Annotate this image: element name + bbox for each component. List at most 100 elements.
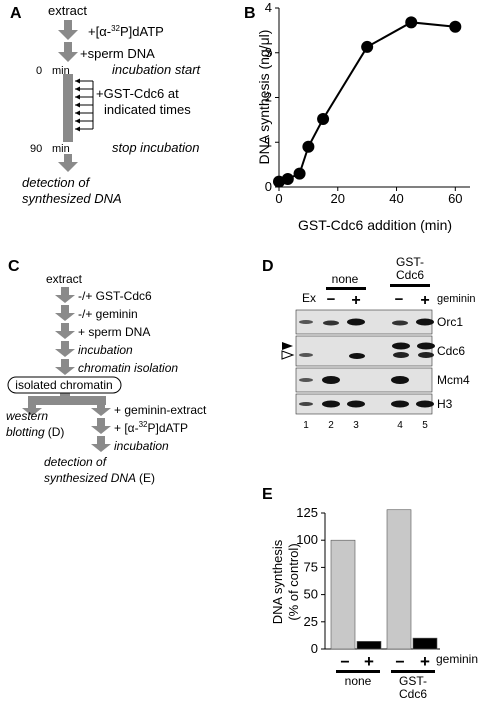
a-arrow-3 <box>58 154 78 172</box>
c-geminin: -/+ geminin <box>78 307 138 321</box>
b-point <box>449 20 462 33</box>
band <box>416 318 434 326</box>
c-chromatin-isolation: chromatin isolation <box>78 361 178 375</box>
band <box>323 320 339 326</box>
band <box>299 320 313 324</box>
b-y-tick-label: 3 <box>265 45 272 60</box>
d-lane-2: 2 <box>328 420 334 431</box>
a-incubation-start: incubation start <box>112 62 202 77</box>
band <box>322 376 340 384</box>
b-points <box>273 16 462 188</box>
band <box>299 353 313 357</box>
b-ylabel: DNA synthesis (ng/μl) <box>256 30 272 165</box>
b-xlabel: GST-Cdc6 addition (min) <box>298 217 452 233</box>
d-lane-5: 5 <box>422 420 428 431</box>
band <box>391 400 409 408</box>
b-y-tick-label: 4 <box>265 0 272 15</box>
panel-label-b: B <box>244 5 256 22</box>
a-sperm: +sperm DNA <box>80 46 155 61</box>
panel-b: B 0 20 40 60 0 1 2 3 4 DNA synthesis (ng/μl) GST… <box>244 0 470 233</box>
blot-cdc6 <box>295 335 433 367</box>
a-cdc6-add-1: +GST-Cdc6 at <box>96 86 179 101</box>
band <box>347 400 365 408</box>
e-group-bar-1 <box>336 670 380 673</box>
a-incubation-bar <box>63 74 73 142</box>
e-minus-2: − <box>395 654 404 671</box>
e-group-2-2: Cdc6 <box>399 687 427 701</box>
d-minus-1: − <box>327 291 336 308</box>
band <box>391 376 409 384</box>
b-point <box>302 140 315 153</box>
d-blot-label-cdc6: Cdc6 <box>437 344 465 358</box>
e-ylabel-1: DNA synthesis <box>270 539 285 624</box>
e-minus-1: − <box>340 654 349 671</box>
d-gst-1: GST- <box>396 255 424 269</box>
e-y-tick-label: 75 <box>304 559 318 574</box>
b-y-tick-label: 1 <box>265 134 272 149</box>
d-none-bar <box>326 287 366 290</box>
e-plus-2: + <box>420 652 430 671</box>
d-plus-1: + <box>351 292 360 309</box>
d-marker-open <box>281 350 295 360</box>
c-western-2: blotting (D) <box>6 425 64 439</box>
a-arrow-1 <box>58 20 78 40</box>
band <box>349 353 365 359</box>
c-western-1: western <box>6 409 48 423</box>
band <box>393 352 409 358</box>
d-none: none <box>332 272 359 286</box>
c-cdc6: -/+ GST-Cdc6 <box>78 289 152 303</box>
c-isolated-box <box>7 376 122 394</box>
c-arrows <box>22 287 111 452</box>
e-geminin: geminin <box>436 652 478 666</box>
blot-mcm4 <box>295 367 433 393</box>
e-y-tick-label: 125 <box>296 505 318 520</box>
c-detection-2: synthesized DNA (E) <box>44 471 155 485</box>
b-point <box>405 16 418 29</box>
d-ex: Ex <box>302 291 316 305</box>
panel-e: E 0 25 50 75 100 125 DNA synthesis (% of cont… <box>262 486 478 701</box>
e-y-tick-label: 50 <box>304 587 318 602</box>
band <box>417 342 435 350</box>
band <box>299 378 313 382</box>
e-y-tick-label: 0 <box>311 641 318 656</box>
c-detection-1: detection of <box>44 455 108 469</box>
b-y-tick-label: 2 <box>265 90 272 105</box>
a-addition-bracket <box>75 78 94 132</box>
c-extract: extract <box>46 272 83 286</box>
a-t0: 0 <box>36 65 42 77</box>
b-point <box>317 112 330 125</box>
band <box>299 402 313 406</box>
b-axes <box>278 8 470 188</box>
d-gst-bar <box>390 284 430 287</box>
a-datp: +[α-32P]dATP <box>88 24 164 39</box>
a-extract: extract <box>48 3 87 18</box>
d-blots <box>295 309 435 415</box>
d-minus-2: − <box>395 291 404 308</box>
d-gst-2: Cdc6 <box>396 268 424 282</box>
e-ticks: 0 25 50 75 100 125 <box>296 505 325 656</box>
e-plus-1: + <box>364 652 374 671</box>
e-bars <box>330 509 438 650</box>
b-x-tick-label: 0 <box>275 191 282 206</box>
a-detection-1: detection of <box>22 175 91 190</box>
a-min2: min <box>52 143 70 155</box>
panel-a: A extract +[α-32P]dATP +sperm DNA 0 min … <box>10 3 202 206</box>
b-point <box>293 167 306 180</box>
band <box>392 320 408 326</box>
band <box>322 400 340 408</box>
b-y-tick-label: 0 <box>265 179 272 194</box>
d-blot-label-orc1: Orc1 <box>437 315 463 329</box>
d-blot-label-mcm4: Mcm4 <box>437 373 470 387</box>
a-arrows <box>58 20 78 172</box>
e-group-bar-2 <box>391 670 435 673</box>
e-y-tick-label: 25 <box>304 614 318 629</box>
b-x-tick-label: 40 <box>389 191 403 206</box>
c-incubation: incubation <box>78 343 133 357</box>
e-bar <box>356 641 382 650</box>
c-datp: + [α-32P]dATP <box>114 420 188 435</box>
panel-label-e: E <box>262 486 273 503</box>
panel-label-c: C <box>8 258 20 275</box>
e-bar <box>412 637 438 650</box>
e-y-tick-label: 100 <box>296 532 318 547</box>
